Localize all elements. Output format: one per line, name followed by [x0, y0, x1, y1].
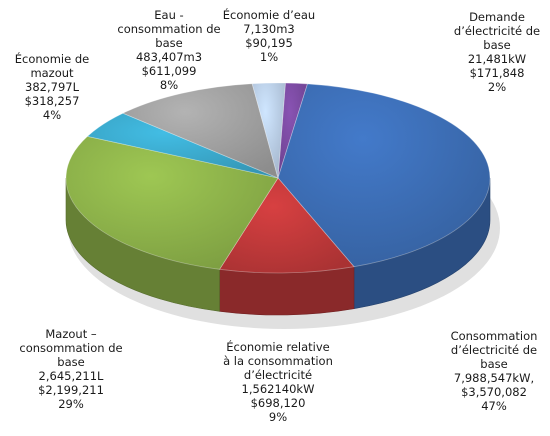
slice-label-line: Eau -	[154, 8, 184, 22]
pie-slice-oil_savings	[86, 112, 279, 179]
pie-sides	[65, 177, 491, 316]
slice-label-line: base	[57, 355, 85, 369]
pie-slice-oil_base	[65, 135, 279, 270]
slice-label-line: d’électricité de	[450, 343, 538, 357]
slice-amount: 483,407m3	[135, 50, 203, 64]
pie-slice-elec_base	[277, 83, 491, 268]
slice-value: $90,195	[245, 36, 293, 50]
slice-label-line: consommation de	[117, 22, 221, 36]
slice-label-line: Économie d’eau	[222, 8, 316, 22]
slice-label-water_savings: Économie d’eau 7,130m3 $90,195 1%	[214, 8, 324, 64]
slice-percent: 29%	[58, 397, 84, 411]
slice-amount: 2,645,211L	[38, 369, 104, 383]
slice-label-oil_savings: Économie de mazout 382,797L $318,257 4%	[2, 52, 102, 122]
slice-value: $3,570,082	[461, 385, 527, 399]
slice-amount: 1,562140kW	[241, 382, 315, 396]
slice-amount: 7,130m3	[243, 22, 295, 36]
slice-amount: 21,481kW	[467, 52, 527, 66]
pie-tops	[65, 82, 491, 274]
slice-value: $698,120	[250, 396, 306, 410]
slice-percent: 9%	[268, 410, 288, 424]
slice-label-elec_demand: Demande d’électricité de base 21,481kW $171,…	[447, 10, 547, 94]
slice-label-line: Demande	[469, 10, 525, 24]
slice-value: $2,199,211	[38, 383, 104, 397]
slice-label-line: Mazout –	[45, 327, 97, 341]
slice-label-line: consommation de	[19, 341, 123, 355]
slice-value: $318,257	[24, 94, 80, 108]
slice-label-oil_base: Mazout – consommation de base 2,645,211L $2,…	[16, 327, 126, 411]
slice-label-line: d’électricité de	[453, 24, 541, 38]
slice-label-line: à la consommation	[223, 354, 333, 368]
slice-label-line: Économie relative	[226, 340, 330, 354]
slice-value: $611,099	[141, 64, 197, 78]
slice-percent: 1%	[259, 50, 279, 64]
slice-percent: 47%	[481, 399, 507, 413]
slice-label-elec_base: Consommation d’électricité de base 7,988,54…	[440, 329, 548, 413]
slice-label-line: base	[480, 357, 508, 371]
slice-label-line: Économie de	[14, 52, 90, 66]
slice-amount: 382,797L	[25, 80, 79, 94]
pie-slice-elec_savings	[218, 177, 355, 274]
pie-slice-water_base	[121, 83, 279, 179]
slice-percent: 4%	[42, 108, 62, 122]
slice-label-line: Consommation	[450, 329, 538, 343]
slice-percent: 2%	[487, 80, 507, 94]
slice-label-line: mazout	[30, 66, 74, 80]
slice-label-elec_savings: Économie relative à la consommation d’élec…	[213, 340, 343, 424]
slice-label-water_base: Eau - consommation de base 483,407m3 $611,09…	[104, 8, 234, 92]
slice-value: $171,848	[469, 66, 525, 80]
pie-side-elec_savings	[219, 266, 355, 316]
slice-label-line: base	[155, 36, 183, 50]
slice-label-line: d’électricité	[243, 368, 313, 382]
pie-slice-water_savings	[251, 82, 286, 179]
pie-slice-elec_demand	[277, 82, 309, 179]
slice-percent: 8%	[159, 78, 179, 92]
slice-amount: 7,988,547kW,	[453, 371, 535, 385]
slice-label-line: base	[483, 38, 511, 52]
